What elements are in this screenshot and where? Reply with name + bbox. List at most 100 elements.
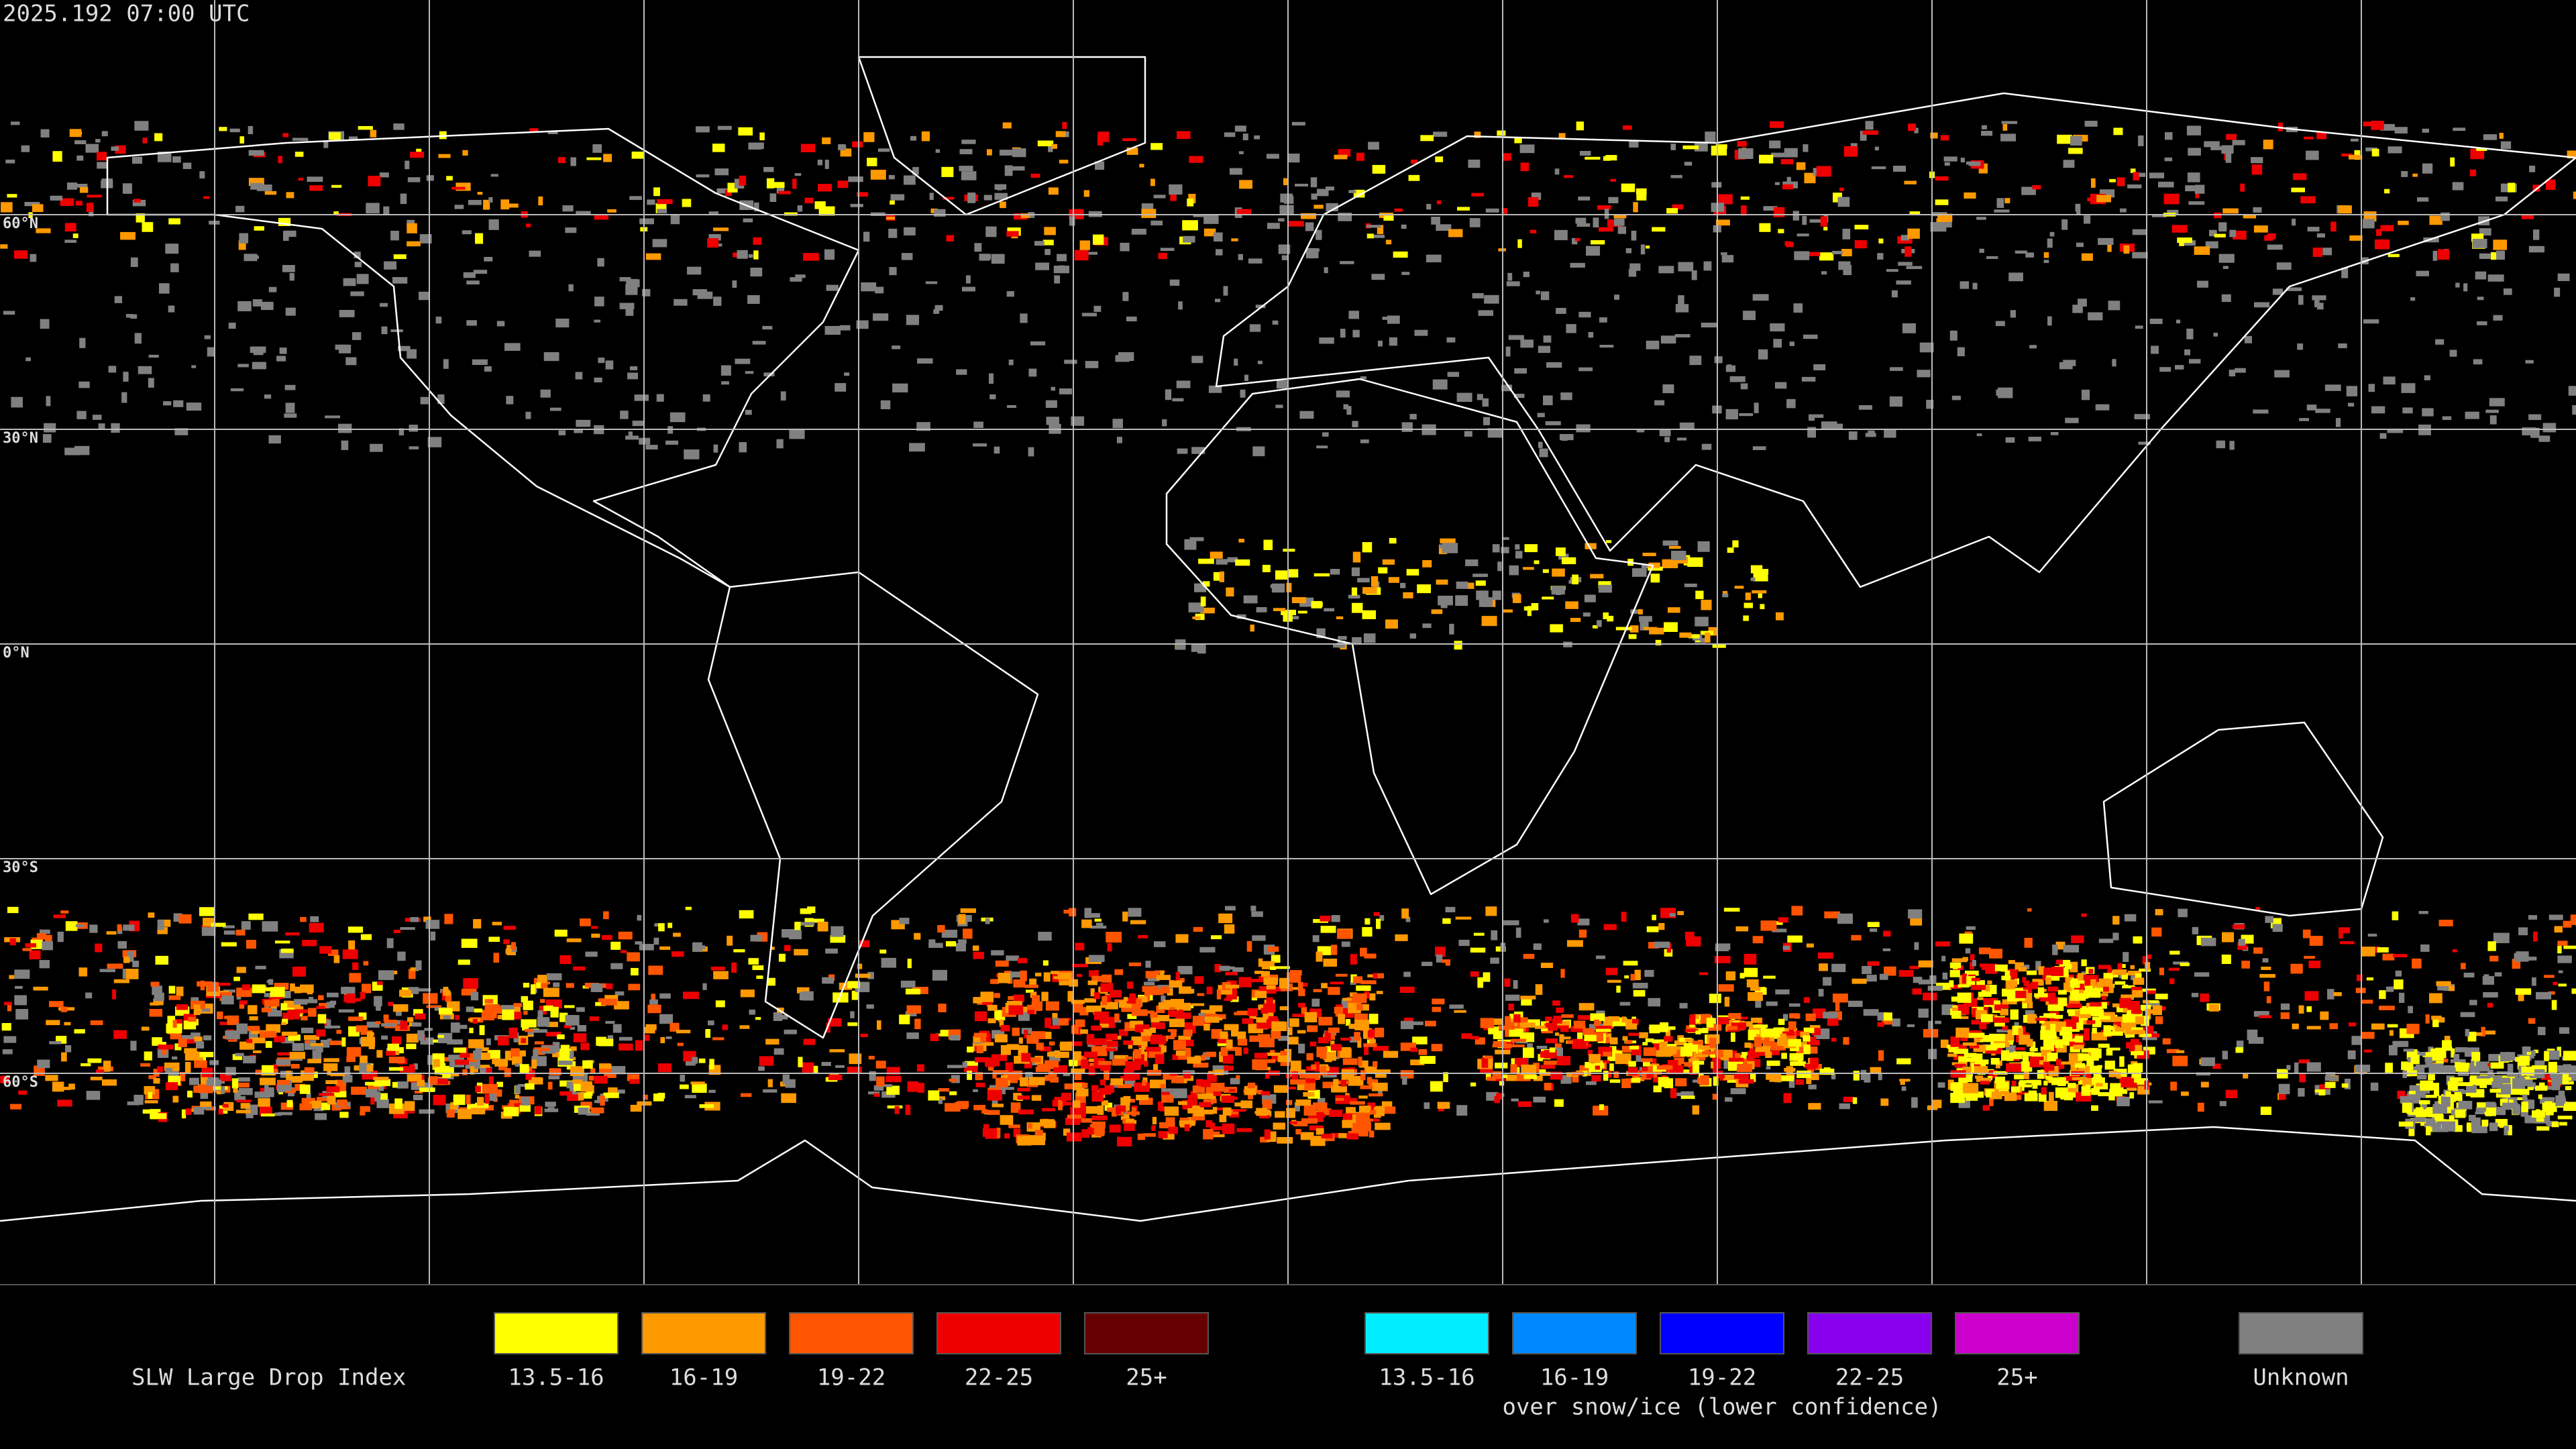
cloud-pixel bbox=[1214, 963, 1222, 973]
cloud-pixel bbox=[1751, 1018, 1762, 1023]
cloud-pixel bbox=[1425, 1020, 1436, 1026]
cloud-pixel bbox=[85, 144, 99, 153]
cloud-pixel bbox=[698, 945, 706, 950]
cloud-pixel bbox=[532, 1077, 543, 1085]
cloud-pixel bbox=[1309, 1041, 1317, 1046]
cloud-pixel bbox=[2076, 242, 2084, 248]
cloud-pixel bbox=[1400, 582, 1406, 588]
cloud-pixel bbox=[1521, 998, 1532, 1006]
cloud-pixel bbox=[117, 924, 122, 931]
cloud-pixel bbox=[2015, 962, 2021, 970]
cloud-pixel bbox=[2145, 1009, 2158, 1014]
cloud-pixel bbox=[1202, 581, 1210, 587]
cloud-pixel bbox=[413, 1063, 418, 1070]
cloud-pixel bbox=[201, 1077, 208, 1085]
cloud-pixel bbox=[298, 178, 303, 181]
cloud-pixel bbox=[796, 987, 810, 994]
cloud-pixel bbox=[1020, 1077, 1028, 1087]
cloud-pixel bbox=[1950, 1036, 1960, 1047]
cloud-pixel bbox=[1533, 1096, 1546, 1103]
cloud-pixel bbox=[2025, 1010, 2035, 1016]
cloud-pixel bbox=[1985, 963, 1998, 974]
cloud-pixel bbox=[2132, 989, 2143, 998]
cloud-pixel bbox=[1209, 1134, 1225, 1138]
cloud-pixel bbox=[2005, 979, 2015, 989]
cloud-pixel bbox=[415, 1013, 426, 1020]
cloud-pixel bbox=[470, 1066, 475, 1075]
cloud-pixel bbox=[1200, 607, 1215, 614]
cloud-pixel bbox=[2533, 1049, 2538, 1053]
cloud-pixel bbox=[60, 910, 69, 914]
cloud-pixel bbox=[444, 914, 453, 924]
cloud-pixel bbox=[80, 1063, 91, 1067]
cloud-pixel bbox=[1385, 239, 1392, 245]
cloud-pixel bbox=[2333, 992, 2342, 996]
cloud-pixel bbox=[533, 1049, 539, 1058]
cloud-pixel bbox=[200, 1089, 209, 1099]
cloud-pixel bbox=[1723, 1075, 1739, 1081]
cloud-pixel bbox=[64, 1022, 71, 1026]
cloud-pixel bbox=[1059, 388, 1073, 394]
cloud-pixel bbox=[1278, 1036, 1289, 1041]
cloud-pixel bbox=[758, 1066, 765, 1071]
cloud-pixel bbox=[658, 923, 665, 932]
cloud-pixel bbox=[1544, 1083, 1552, 1091]
cloud-pixel bbox=[1060, 1041, 1073, 1051]
cloud-pixel bbox=[1796, 233, 1809, 237]
cloud-pixel bbox=[2094, 1021, 2102, 1026]
cloud-pixel bbox=[354, 998, 362, 1002]
cloud-pixel bbox=[2186, 328, 2194, 339]
cloud-pixel bbox=[1550, 1071, 1563, 1080]
cloud-pixel bbox=[455, 1059, 469, 1065]
cloud-pixel bbox=[992, 1073, 997, 1079]
cloud-pixel bbox=[2420, 944, 2430, 952]
cloud-pixel bbox=[547, 1107, 555, 1110]
cloud-pixel bbox=[254, 226, 264, 231]
cloud-pixel bbox=[157, 919, 164, 930]
cloud-pixel bbox=[1205, 1085, 1214, 1094]
cloud-pixel bbox=[589, 1016, 599, 1022]
cloud-pixel bbox=[1629, 263, 1641, 271]
cloud-pixel bbox=[2379, 433, 2387, 439]
cloud-pixel bbox=[2429, 215, 2443, 225]
cloud-pixel bbox=[985, 226, 997, 237]
cloud-pixel bbox=[2109, 1089, 2123, 1097]
cloud-pixel bbox=[1823, 1067, 1831, 1075]
cloud-pixel bbox=[388, 1057, 405, 1064]
cloud-pixel bbox=[1263, 1012, 1269, 1020]
cloud-pixel bbox=[619, 1036, 633, 1041]
cloud-pixel bbox=[1727, 547, 1734, 553]
cloud-pixel bbox=[1110, 1078, 1124, 1085]
cloud-pixel bbox=[1792, 211, 1799, 221]
cloud-pixel bbox=[1072, 963, 1089, 967]
cloud-pixel bbox=[294, 152, 304, 157]
cloud-pixel bbox=[1030, 991, 1037, 998]
cloud-pixel bbox=[536, 982, 541, 988]
cloud-pixel bbox=[1562, 1036, 1571, 1040]
cloud-pixel bbox=[1892, 1018, 1900, 1027]
cloud-pixel bbox=[2457, 1082, 2473, 1086]
cloud-pixel bbox=[2078, 1053, 2090, 1061]
cloud-pixel bbox=[2248, 1036, 2264, 1044]
cloud-pixel bbox=[1648, 942, 1660, 949]
cloud-pixel bbox=[905, 988, 921, 995]
cloud-pixel bbox=[1808, 417, 1815, 421]
cloud-pixel bbox=[1297, 1080, 1305, 1091]
cloud-pixel bbox=[1472, 292, 1484, 299]
cloud-pixel bbox=[1258, 958, 1263, 967]
cloud-pixel bbox=[1200, 596, 1206, 606]
cloud-pixel bbox=[172, 1020, 177, 1028]
cloud-pixel bbox=[1839, 1103, 1850, 1110]
cloud-pixel bbox=[1800, 1032, 1810, 1038]
cloud-pixel bbox=[818, 206, 835, 216]
cloud-pixel bbox=[1364, 953, 1377, 959]
cloud-pixel bbox=[1436, 224, 1452, 231]
cloud-pixel bbox=[1515, 551, 1523, 559]
cloud-pixel bbox=[1593, 217, 1599, 228]
cloud-pixel bbox=[982, 1128, 998, 1137]
cloud-pixel bbox=[1782, 1031, 1795, 1040]
cloud-pixel bbox=[2059, 1004, 2064, 1012]
cloud-pixel bbox=[1740, 196, 1750, 200]
cloud-pixel bbox=[306, 1093, 311, 1102]
cloud-pixel bbox=[564, 1024, 572, 1028]
